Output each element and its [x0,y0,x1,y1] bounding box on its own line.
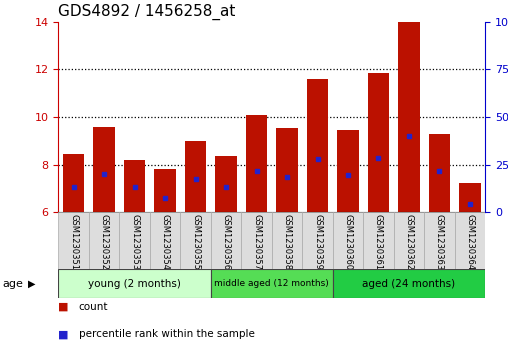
Bar [424,212,455,269]
Bar [241,212,272,269]
Text: GSM1230351: GSM1230351 [69,214,78,270]
Bar [272,212,302,269]
Bar [307,79,328,212]
Bar [302,212,333,269]
Bar [429,134,450,212]
Text: GSM1230362: GSM1230362 [404,214,414,270]
Bar [363,212,394,269]
Bar [215,156,237,212]
Bar [337,130,359,212]
Bar [150,212,180,269]
Text: GSM1230360: GSM1230360 [343,214,353,270]
Bar [211,269,333,298]
Bar [333,269,485,298]
Bar [63,154,84,212]
Text: GSM1230361: GSM1230361 [374,214,383,270]
Text: GSM1230356: GSM1230356 [221,214,231,270]
Bar [211,212,241,269]
Text: ■: ■ [58,329,69,339]
Text: aged (24 months): aged (24 months) [362,278,456,289]
Bar [89,212,119,269]
Bar [333,212,363,269]
Bar [58,212,89,269]
Text: GSM1230358: GSM1230358 [282,214,292,270]
Text: ■: ■ [58,302,69,312]
Bar [276,128,298,212]
Text: ▶: ▶ [28,278,36,289]
Text: GSM1230359: GSM1230359 [313,214,322,270]
Text: GSM1230364: GSM1230364 [465,214,474,270]
Text: GSM1230353: GSM1230353 [130,214,139,270]
Text: GSM1230357: GSM1230357 [252,214,261,270]
Text: GDS4892 / 1456258_at: GDS4892 / 1456258_at [58,4,236,20]
Bar [398,22,420,212]
Bar [119,212,150,269]
Text: GSM1230354: GSM1230354 [161,214,170,270]
Bar [246,115,267,212]
Text: middle aged (12 months): middle aged (12 months) [214,279,329,288]
Bar [368,73,389,212]
Text: GSM1230363: GSM1230363 [435,214,444,270]
Bar [180,212,211,269]
Bar [58,269,211,298]
Bar [93,127,115,212]
Text: age: age [3,278,23,289]
Text: GSM1230352: GSM1230352 [100,214,109,270]
Bar [459,183,481,212]
Text: count: count [79,302,108,312]
Text: young (2 months): young (2 months) [88,278,181,289]
Text: percentile rank within the sample: percentile rank within the sample [79,329,255,339]
Bar [124,160,145,212]
Bar [394,212,424,269]
Bar [455,212,485,269]
Bar [154,170,176,212]
Text: GSM1230355: GSM1230355 [191,214,200,270]
Bar [185,141,206,212]
